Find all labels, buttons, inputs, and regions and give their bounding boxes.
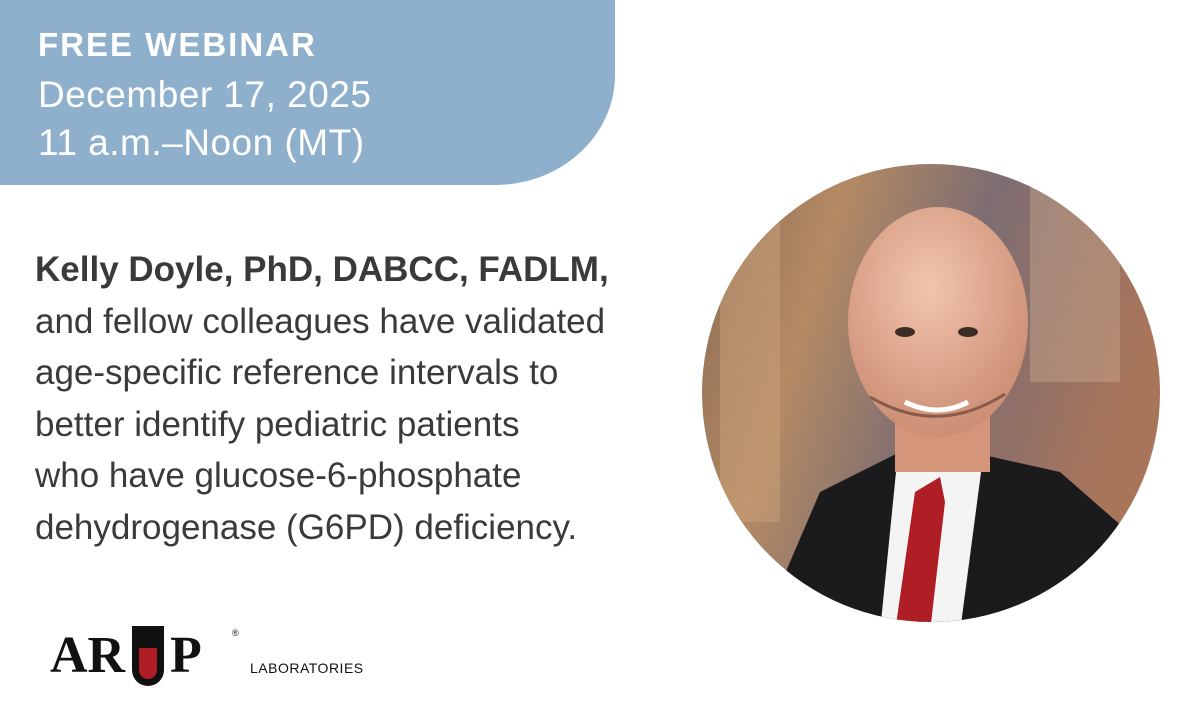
speaker: Kelly Doyle, PhD, DABCC, FADLM, bbox=[35, 250, 609, 289]
logo: AR P ® LABORATORIES bbox=[50, 618, 363, 698]
logo-mark: ® bbox=[232, 628, 239, 638]
description-line: who have glucose-6-phosphate bbox=[35, 456, 522, 495]
logo-tube bbox=[132, 626, 164, 686]
logo-text: P bbox=[170, 627, 202, 684]
logo-sub: LABORATORIES bbox=[250, 660, 364, 676]
webinar-label: FREE WEBINAR bbox=[38, 26, 317, 63]
speaker-photo bbox=[702, 164, 1160, 622]
description-line: and fellow colleagues have validated bbox=[35, 301, 606, 341]
description-line: dehydrogenase (G6PD) deficiency. bbox=[35, 507, 578, 547]
description-line: better identify pediatric patients bbox=[35, 404, 520, 444]
banner: FREE WEBINAR December 17, 2025 11 a.m.–N… bbox=[0, 0, 615, 185]
webinar-date: December 17, 2025 bbox=[38, 74, 372, 115]
webinar-time: 11 a.m.–Noon (MT) bbox=[38, 122, 365, 163]
logo-text: AR bbox=[50, 627, 126, 684]
description-line: age-specific reference intervals to bbox=[35, 353, 559, 392]
description: Kelly Doyle, PhD, DABCC, FADLM, and fell… bbox=[35, 244, 609, 553]
